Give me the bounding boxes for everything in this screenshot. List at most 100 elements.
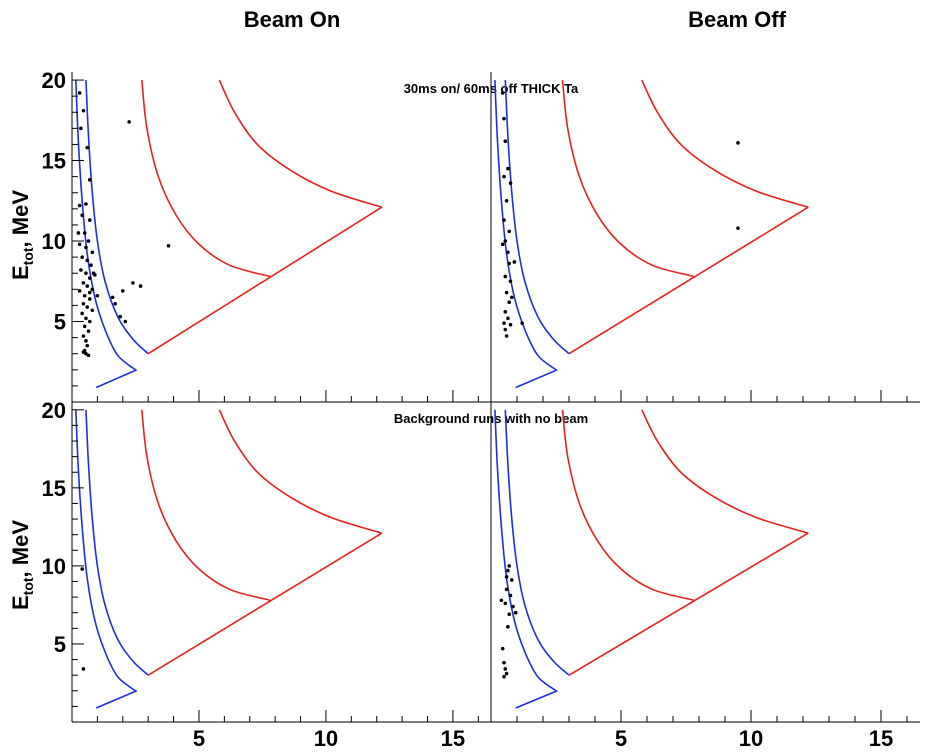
data-point bbox=[79, 268, 83, 272]
data-point bbox=[511, 604, 515, 609]
data-point bbox=[508, 279, 513, 284]
data-point bbox=[84, 271, 88, 276]
panel-beam-off-thick-ta bbox=[494, 79, 809, 389]
data-point bbox=[110, 295, 115, 300]
data-point bbox=[138, 284, 143, 288]
data-point bbox=[504, 198, 509, 203]
y-tick-label: 5 bbox=[54, 632, 66, 657]
data-point bbox=[506, 166, 510, 171]
red-outer-curve bbox=[218, 409, 383, 534]
red-inner-curve bbox=[141, 79, 271, 278]
data-point bbox=[87, 218, 92, 222]
data-point bbox=[127, 120, 131, 124]
data-point bbox=[85, 145, 90, 150]
blue-outer-curve bbox=[504, 409, 570, 676]
blue-inner-curve bbox=[75, 409, 136, 692]
data-point bbox=[84, 316, 88, 321]
data-point bbox=[502, 321, 506, 325]
red-outer-curve bbox=[218, 79, 383, 208]
data-point bbox=[504, 334, 509, 338]
x-tick-label: 10 bbox=[739, 726, 763, 751]
data-point bbox=[85, 305, 90, 309]
data-point bbox=[113, 302, 117, 306]
data-point bbox=[503, 274, 508, 279]
y-tick-label: 15 bbox=[42, 149, 66, 174]
data-point bbox=[502, 218, 506, 222]
data-point bbox=[87, 290, 92, 295]
data-point bbox=[118, 314, 123, 319]
data-point bbox=[512, 260, 517, 264]
data-point bbox=[503, 310, 508, 314]
blue-base-line bbox=[515, 690, 558, 709]
y-axis-label-sub: tot bbox=[20, 247, 36, 265]
data-point bbox=[86, 353, 91, 358]
panel-beam-off-background bbox=[494, 409, 809, 709]
blue-outer-curve bbox=[85, 409, 149, 676]
data-point bbox=[504, 671, 509, 676]
data-point bbox=[503, 601, 508, 606]
y-tick-label: 10 bbox=[42, 554, 66, 579]
data-point bbox=[80, 567, 84, 571]
data-point bbox=[90, 287, 95, 292]
data-point bbox=[503, 667, 508, 671]
data-point bbox=[506, 568, 510, 573]
blue-outer-curve bbox=[504, 80, 570, 355]
data-point bbox=[120, 289, 125, 293]
data-point bbox=[506, 624, 510, 629]
data-point bbox=[502, 116, 506, 121]
x-tick-label: 10 bbox=[314, 726, 338, 751]
blue-inner-curve bbox=[494, 409, 557, 692]
data-point bbox=[510, 295, 514, 300]
data-point bbox=[506, 250, 510, 255]
y-tick-label: 10 bbox=[42, 229, 66, 254]
data-point bbox=[77, 242, 82, 247]
data-point bbox=[503, 239, 508, 243]
data-point bbox=[503, 327, 508, 332]
data-point bbox=[504, 575, 509, 579]
data-point bbox=[507, 612, 512, 617]
data-point bbox=[82, 293, 87, 298]
y-tick-label: 20 bbox=[42, 68, 66, 93]
data-point bbox=[500, 91, 505, 95]
red-outer-curve bbox=[641, 79, 809, 208]
data-point bbox=[84, 245, 88, 250]
y-axis-label-bottom: Etot, MeV bbox=[8, 520, 36, 610]
data-point bbox=[736, 141, 740, 145]
panels-group bbox=[75, 79, 809, 709]
column-title-beam-on: Beam On bbox=[244, 7, 341, 32]
red-outer-curve bbox=[641, 409, 809, 534]
data-point bbox=[79, 126, 83, 131]
data-point bbox=[123, 319, 128, 324]
data-point bbox=[86, 329, 91, 333]
data-point bbox=[89, 263, 93, 267]
data-point bbox=[507, 261, 512, 266]
data-point bbox=[504, 290, 509, 295]
blue-inner-curve bbox=[494, 80, 557, 371]
red-inner-curve bbox=[561, 79, 695, 278]
red-base-line bbox=[147, 532, 383, 676]
data-point bbox=[84, 339, 88, 343]
red-inner-curve bbox=[141, 409, 271, 602]
y-axis-label-sub: tot bbox=[20, 577, 36, 595]
x-tick-label: 5 bbox=[615, 726, 627, 751]
data-point bbox=[508, 322, 513, 327]
data-point bbox=[81, 108, 86, 113]
data-point bbox=[77, 289, 82, 293]
data-point bbox=[166, 244, 171, 248]
data-point bbox=[506, 316, 510, 321]
data-point bbox=[81, 281, 86, 285]
y-axis-label-tail: , MeV bbox=[8, 190, 33, 248]
axes-group: 5 10 15 20 5 10 15 20 5 10 15 5 10 15 bbox=[42, 68, 920, 751]
data-point bbox=[82, 324, 87, 329]
x-tick-label: 15 bbox=[869, 726, 893, 751]
x-tick-label: 15 bbox=[441, 726, 465, 751]
data-point bbox=[513, 610, 518, 615]
blue-base-line bbox=[515, 369, 558, 389]
data-point bbox=[508, 593, 513, 598]
data-point bbox=[520, 321, 524, 325]
red-base-line bbox=[147, 206, 383, 355]
data-point bbox=[87, 319, 92, 324]
data-point bbox=[503, 139, 508, 144]
data-point bbox=[80, 311, 84, 316]
